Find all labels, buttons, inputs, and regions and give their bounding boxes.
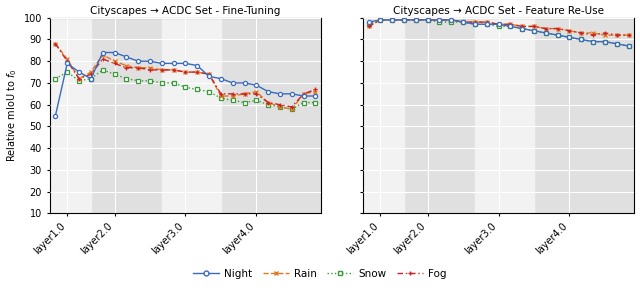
Title: Cityscapes → ACDC Set - Feature Re-Use: Cityscapes → ACDC Set - Feature Re-Use (393, 6, 604, 15)
Title: Cityscapes → ACDC Set - Fine-Tuning: Cityscapes → ACDC Set - Fine-Tuning (90, 6, 280, 15)
Legend: Night, Rain, Snow, Fog: Night, Rain, Snow, Fog (189, 265, 451, 283)
Bar (475, 18, 534, 213)
Bar (363, 18, 404, 213)
Bar (162, 18, 221, 213)
Bar (49, 18, 91, 213)
Y-axis label: Relative mIoU to $f_0$: Relative mIoU to $f_0$ (6, 69, 19, 162)
